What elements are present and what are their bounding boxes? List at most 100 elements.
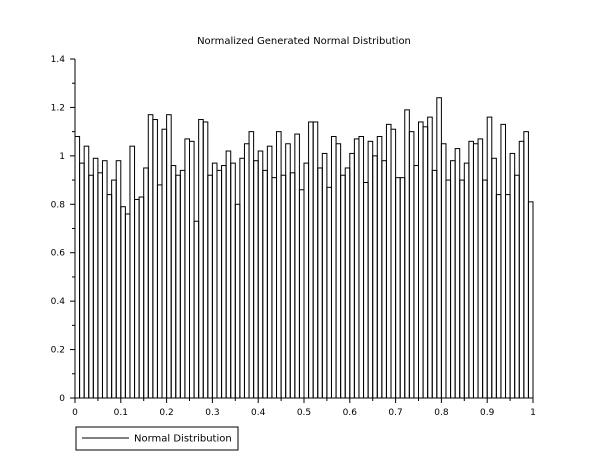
histogram-bar bbox=[115, 160, 122, 399]
histogram-bar bbox=[326, 186, 332, 399]
histogram-bar bbox=[349, 152, 355, 399]
histogram-bar bbox=[422, 126, 429, 399]
histogram-bar bbox=[202, 121, 209, 399]
x-tick-label: 0.3 bbox=[205, 408, 219, 418]
histogram-bar bbox=[468, 140, 474, 399]
x-tick-label: 0 bbox=[72, 408, 78, 418]
histogram-bar bbox=[298, 189, 305, 399]
histogram-bar bbox=[463, 162, 470, 399]
y-tick-label: 1.4 bbox=[51, 55, 66, 65]
histogram-bar bbox=[92, 157, 99, 399]
histogram-bar bbox=[514, 174, 520, 399]
histogram-bar bbox=[138, 196, 145, 399]
histogram-bar bbox=[152, 119, 158, 399]
histogram-bar bbox=[509, 152, 516, 399]
histogram-bar bbox=[184, 138, 190, 399]
histogram-bar bbox=[221, 165, 227, 399]
histogram-bar bbox=[408, 131, 415, 399]
histogram-bar bbox=[257, 150, 264, 399]
histogram-bar bbox=[482, 179, 488, 399]
histogram-bar bbox=[445, 179, 452, 399]
histogram-bar bbox=[431, 169, 438, 399]
x-tick-label: 0.5 bbox=[297, 408, 311, 418]
histogram-bar bbox=[367, 140, 374, 399]
histogram-bar bbox=[239, 157, 245, 399]
x-tick-label: 0.7 bbox=[388, 408, 402, 418]
histogram-bar bbox=[413, 165, 420, 399]
histogram-bar bbox=[491, 157, 497, 399]
histogram-bar bbox=[88, 174, 94, 399]
histogram-bar bbox=[156, 184, 163, 399]
histogram-bar bbox=[500, 123, 507, 399]
histogram-bar bbox=[243, 143, 250, 399]
y-tick-label: 0 bbox=[59, 394, 65, 404]
histogram-bar bbox=[472, 143, 479, 399]
y-axis: 0 0.2 0.4 0.6 0.8 1 1.2 1.4 bbox=[51, 55, 76, 404]
histogram-bar bbox=[335, 143, 342, 399]
histogram-bar bbox=[193, 220, 200, 399]
histogram-bar bbox=[161, 128, 168, 399]
x-tick-label: 0.4 bbox=[251, 408, 266, 418]
y-tick-label: 0.6 bbox=[51, 249, 66, 259]
histogram-bar bbox=[395, 177, 401, 399]
histogram-bar bbox=[454, 148, 461, 399]
histogram-bar bbox=[440, 143, 447, 399]
histogram-bar bbox=[308, 121, 314, 399]
legend: Normal Distribution bbox=[75, 426, 239, 451]
y-tick-label: 0.2 bbox=[51, 346, 65, 356]
histogram-bar bbox=[147, 114, 154, 399]
histogram-bar bbox=[225, 150, 232, 399]
histogram-bar bbox=[317, 167, 323, 399]
histogram-bar bbox=[303, 162, 310, 399]
histogram-bar bbox=[111, 179, 117, 399]
histogram-bar bbox=[97, 172, 103, 399]
histogram-bar bbox=[143, 167, 149, 399]
histogram-bar bbox=[330, 135, 337, 399]
y-tick-label: 1.2 bbox=[51, 103, 65, 113]
chart-title: Normalized Generated Normal Distribution bbox=[197, 36, 411, 47]
histogram-bar bbox=[477, 138, 484, 399]
histogram-bar bbox=[381, 160, 387, 399]
histogram-bar bbox=[129, 145, 136, 399]
histogram-bar bbox=[518, 140, 525, 399]
histogram-bar bbox=[344, 167, 351, 399]
histogram-bar bbox=[248, 131, 255, 399]
x-tick-label: 0.6 bbox=[343, 408, 358, 418]
histogram-bar bbox=[353, 138, 360, 399]
histogram-bar bbox=[175, 174, 181, 399]
legend-label: Normal Distribution bbox=[134, 434, 232, 445]
histogram-bar bbox=[427, 116, 433, 399]
histogram-bar bbox=[83, 145, 90, 399]
histogram-bar bbox=[166, 114, 172, 399]
histogram-bar bbox=[376, 135, 383, 399]
histogram-bar bbox=[253, 160, 259, 399]
histogram-bar bbox=[385, 123, 392, 399]
y-tick-label: 0.8 bbox=[51, 200, 66, 210]
x-tick-label: 0.8 bbox=[434, 408, 449, 418]
histogram-bar bbox=[418, 121, 424, 399]
histogram-bar bbox=[120, 206, 126, 399]
x-tick-label: 0.2 bbox=[159, 408, 173, 418]
histogram-bar bbox=[372, 155, 378, 399]
histogram-bar bbox=[404, 109, 410, 399]
histogram-bar bbox=[523, 131, 529, 399]
legend-box bbox=[75, 426, 239, 451]
histogram-bar bbox=[74, 135, 81, 399]
histogram-bar bbox=[211, 162, 218, 399]
histogram-bar bbox=[505, 194, 511, 399]
histogram-bar bbox=[266, 145, 273, 399]
histogram-bar bbox=[321, 152, 328, 399]
histogram-bar bbox=[459, 179, 465, 399]
histogram-bar bbox=[189, 140, 195, 399]
histogram-bar bbox=[285, 143, 291, 399]
histogram-bar bbox=[170, 165, 177, 399]
histogram-bar bbox=[230, 162, 236, 399]
histogram-bar bbox=[101, 160, 108, 399]
histogram-bars bbox=[74, 97, 534, 399]
histogram-bar bbox=[106, 194, 113, 399]
x-tick-label: 1 bbox=[530, 408, 536, 418]
histogram-bar bbox=[495, 194, 502, 399]
histogram-bar bbox=[79, 162, 85, 399]
histogram-bar bbox=[289, 172, 296, 399]
